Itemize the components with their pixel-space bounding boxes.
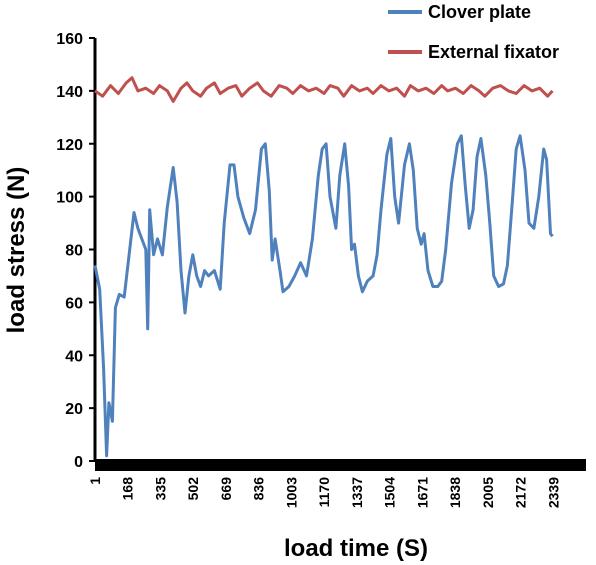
x-axis-band	[95, 459, 586, 471]
x-tick-label: 669	[218, 477, 234, 501]
x-tick-label: 1671	[414, 477, 430, 508]
plot-series	[93, 76, 554, 458]
y-tick-label: 60	[65, 295, 83, 312]
legend-label-external-fixator: External fixator	[428, 42, 559, 62]
y-tick-label: 120	[56, 137, 83, 154]
y-tick-label: 20	[65, 401, 83, 418]
x-tick-label: 502	[185, 477, 201, 501]
legend: Clover plate External fixator	[388, 2, 559, 62]
y-tick-label: 140	[56, 84, 83, 101]
y-tick-label: 80	[65, 243, 83, 260]
y-tick-label: 0	[74, 454, 83, 471]
x-tick-label: 1	[87, 477, 103, 485]
x-axis: 1 168 335 502 669 836 1003 1170 1337 1504 1671 1838…	[87, 459, 586, 508]
x-tick-label: 335	[152, 477, 168, 501]
x-tick-label: 2172	[513, 477, 529, 508]
x-tick-label: 2005	[480, 477, 496, 508]
x-tick-label: 836	[251, 477, 267, 501]
x-tick-label: 1003	[283, 477, 299, 508]
x-axis-title: load time (S)	[284, 535, 428, 562]
y-tick-label: 40	[65, 348, 83, 365]
x-tick-label: 1170	[316, 477, 332, 508]
legend-label-clover-plate: Clover plate	[428, 2, 531, 22]
y-axis: 0 20 40 60 80 100 120 140 160	[56, 31, 97, 471]
y-tick-label: 160	[56, 31, 83, 48]
x-tick-label: 2339	[545, 477, 561, 508]
y-axis-title: load stress (N)	[3, 167, 30, 334]
x-tick-label: 168	[120, 477, 136, 501]
y-tick-label: 100	[56, 190, 83, 207]
series-line-clover-plate	[93, 134, 554, 458]
x-tick-label: 1504	[382, 477, 398, 508]
series-line-external-fixator	[94, 76, 554, 103]
x-tick-label: 1337	[349, 477, 365, 508]
x-tick-label: 1838	[447, 477, 463, 508]
